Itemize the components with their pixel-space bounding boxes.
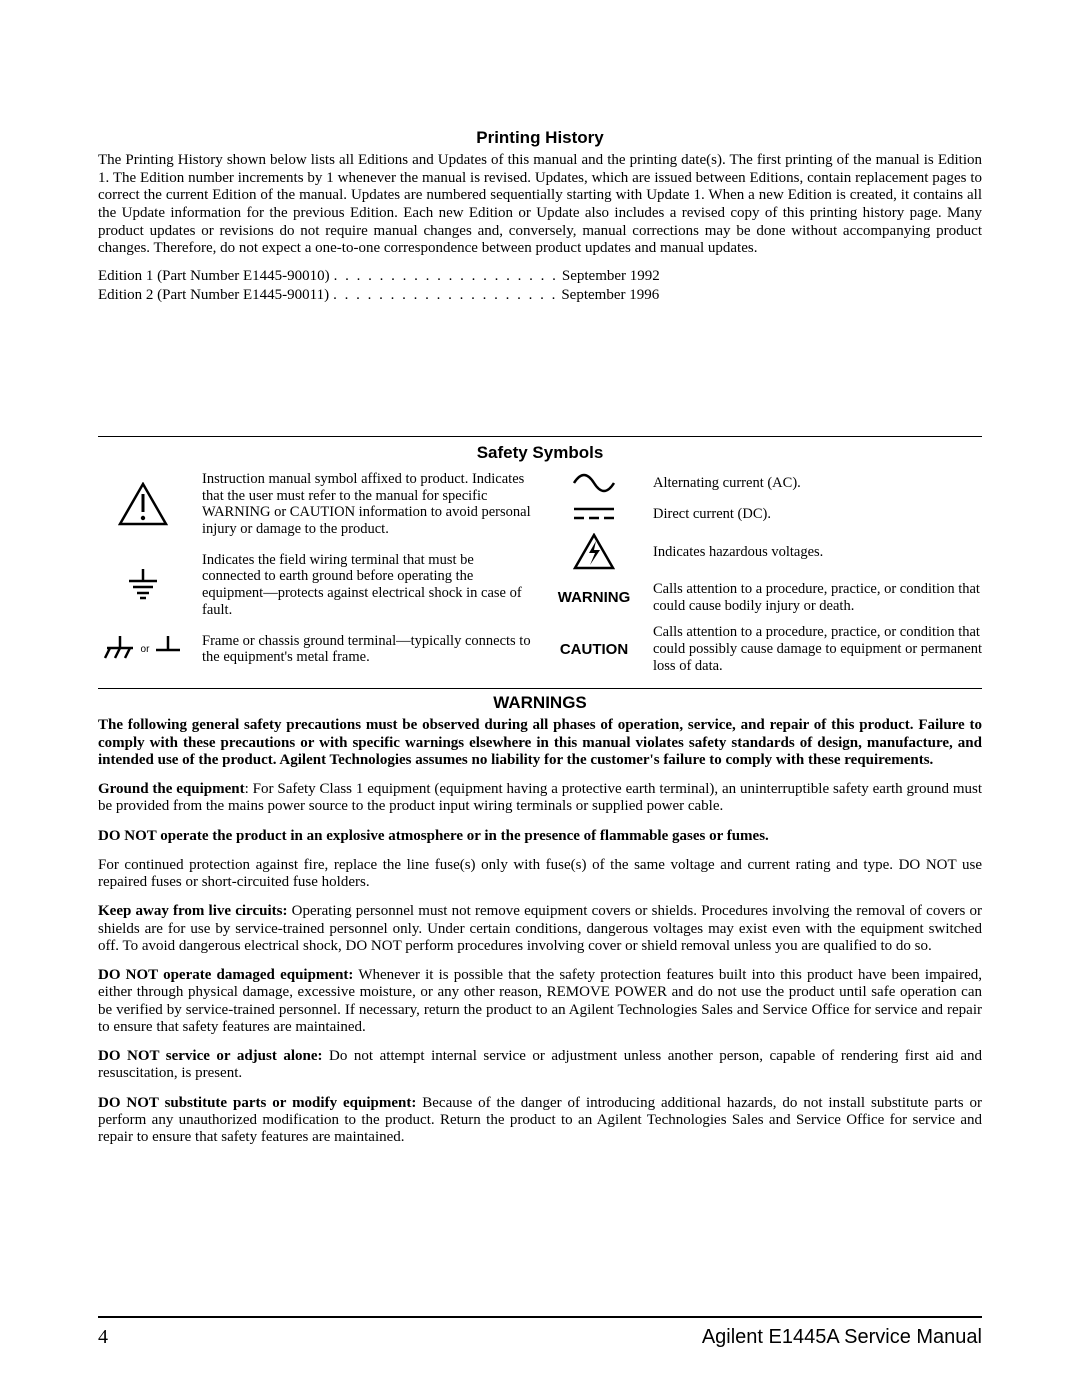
safety-row: CAUTION Calls attention to a procedure, … (549, 624, 982, 674)
warning-item: DO NOT substitute parts or modify equipm… (98, 1095, 982, 1147)
warning-lead: Ground the equipment (98, 781, 245, 797)
safety-left-col: Instruction manual symbol affixed to pro… (98, 471, 531, 674)
edition-label: Edition 1 (Part Number E1445-90010) (98, 268, 330, 285)
printing-history-section: Printing History The Printing History sh… (98, 128, 982, 304)
edition-date: September 1992 (562, 268, 660, 285)
warning-lead: DO NOT operate the product in an explosi… (98, 828, 769, 844)
ac-text: Alternating current (AC). (653, 475, 801, 492)
manual-name: Agilent E1445A Service Manual (702, 1326, 982, 1349)
warning-lead: Keep away from live circuits: (98, 903, 287, 919)
caution-label: CAUTION (549, 641, 639, 658)
dc-icon (549, 505, 639, 523)
divider (98, 688, 982, 689)
warnings-body: The following general safety precautions… (98, 717, 982, 1146)
safety-row: Instruction manual symbol affixed to pro… (98, 471, 531, 538)
safety-row: Indicates the field wiring terminal that… (98, 552, 531, 619)
warning-lead: DO NOT substitute parts or modify equipm… (98, 1095, 416, 1111)
edition-row: Edition 2 (Part Number E1445-90011) . . … (98, 287, 982, 304)
ac-icon (549, 471, 639, 495)
warning-item: Ground the equipment: For Safety Class 1… (98, 781, 982, 816)
divider (98, 436, 982, 437)
safety-row: Alternating current (AC). (549, 471, 982, 495)
safety-grid: Instruction manual symbol affixed to pro… (98, 471, 982, 674)
page: Printing History The Printing History sh… (0, 0, 1080, 1397)
caution-text: Calls attention to a procedure, practice… (653, 624, 982, 674)
or-text: or (137, 644, 154, 655)
warning-lead: DO NOT service or adjust alone: (98, 1048, 323, 1064)
footer-rule (98, 1316, 982, 1318)
safety-row: WARNING Calls attention to a procedure, … (549, 581, 982, 614)
warning-item: For continued protection against fire, r… (98, 857, 982, 892)
safety-right-col: Alternating current (AC). Direct current… (549, 471, 982, 674)
safety-row: or Frame or chassis ground terminal—typi… (98, 633, 531, 666)
warning-item: DO NOT service or adjust alone: Do not a… (98, 1048, 982, 1083)
safety-row: Direct current (DC). (549, 505, 982, 523)
earth-ground-text: Indicates the field wiring terminal that… (202, 552, 531, 619)
page-number: 4 (98, 1326, 108, 1349)
printing-history-title: Printing History (98, 128, 982, 148)
chassis-ground-text: Frame or chassis ground terminal—typical… (202, 633, 531, 666)
hazard-voltage-text: Indicates hazardous voltages. (653, 544, 823, 561)
footer: 4 Agilent E1445A Service Manual (98, 1316, 982, 1349)
warnings-title: WARNINGS (98, 693, 982, 713)
manual-symbol-text: Instruction manual symbol affixed to pro… (202, 471, 531, 538)
safety-symbols-title: Safety Symbols (98, 443, 982, 463)
warning-item: Keep away from live circuits: Operating … (98, 903, 982, 955)
hazard-voltage-icon (549, 533, 639, 571)
edition-label: Edition 2 (Part Number E1445-90011) (98, 287, 329, 304)
warning-text: For continued protection against fire, r… (98, 857, 982, 890)
warning-lead: DO NOT operate damaged equipment: (98, 967, 353, 983)
edition-date: September 1996 (561, 287, 659, 304)
edition-row: Edition 1 (Part Number E1445-90010) . . … (98, 268, 982, 285)
warning-item: DO NOT operate the product in an explosi… (98, 828, 982, 845)
edition-dots: . . . . . . . . . . . . . . . . . . . . (330, 268, 562, 285)
dc-text: Direct current (DC). (653, 506, 771, 523)
warning-text: Calls attention to a procedure, practice… (653, 581, 982, 614)
warning-label: WARNING (549, 589, 639, 606)
chassis-ground-icon: or (98, 634, 188, 664)
printing-history-body: The Printing History shown below lists a… (98, 152, 982, 258)
earth-ground-icon (98, 565, 188, 605)
warning-item: DO NOT operate damaged equipment: Whenev… (98, 967, 982, 1036)
manual-symbol-icon (98, 482, 188, 526)
footer-row: 4 Agilent E1445A Service Manual (98, 1326, 982, 1349)
edition-dots: . . . . . . . . . . . . . . . . . . . . (329, 287, 561, 304)
safety-row: Indicates hazardous voltages. (549, 533, 982, 571)
warnings-intro: The following general safety precautions… (98, 717, 982, 769)
